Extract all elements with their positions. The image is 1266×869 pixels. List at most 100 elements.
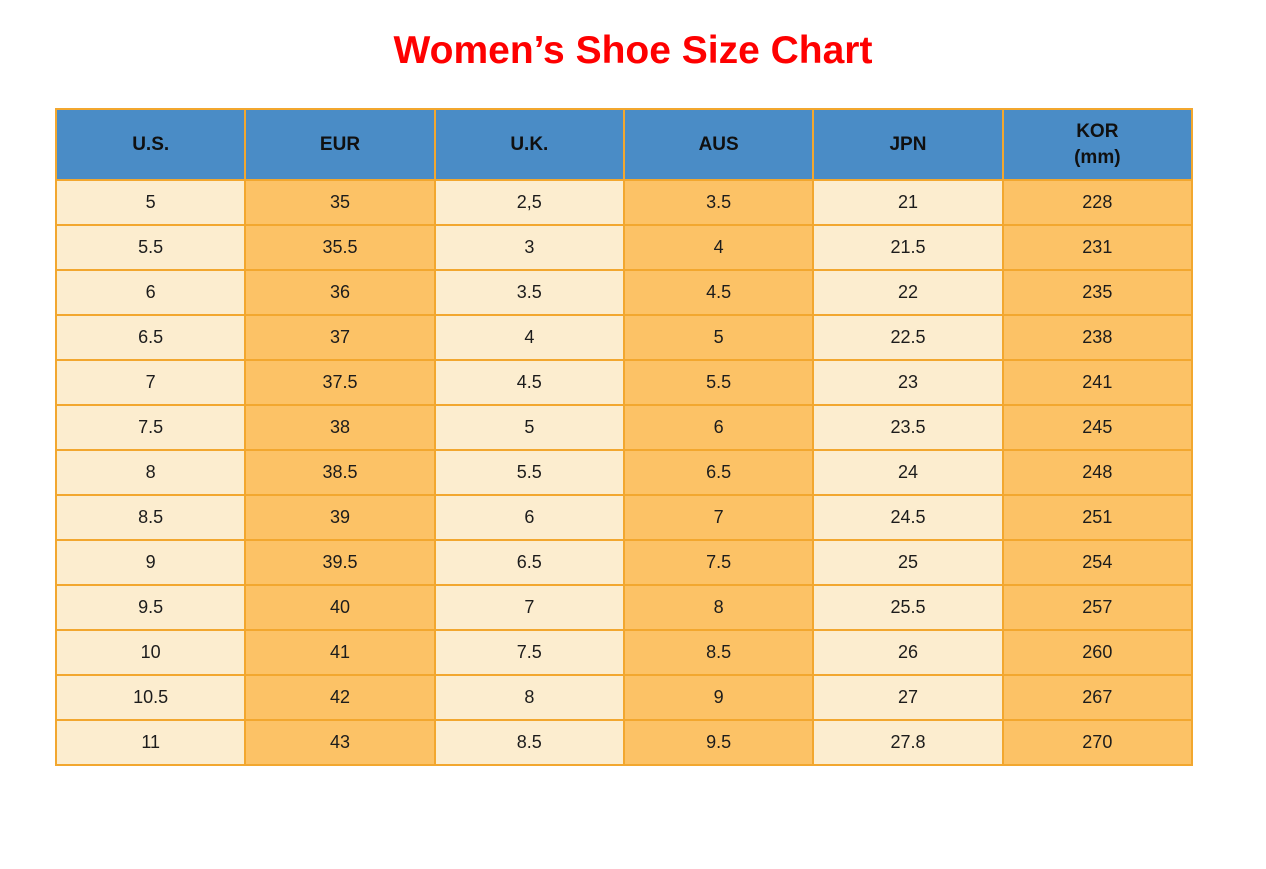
table-cell: 23.5: [812, 404, 1004, 451]
table-row: 9 39.5 6.5 7.5 25 254: [54, 539, 1194, 586]
table-cell: 4: [622, 224, 815, 271]
table-cell: 5.5: [54, 224, 247, 271]
table-row: 9.5 40 7 8 25.5 257: [54, 584, 1194, 631]
table-cell: 26: [812, 629, 1004, 676]
table-cell: 9: [622, 674, 815, 721]
table-cell: 235: [1001, 269, 1194, 316]
table-cell: 24.5: [812, 494, 1004, 541]
header-cell-us: U.S.: [54, 108, 247, 181]
header-label: EUR: [319, 133, 361, 155]
table-cell: 38: [244, 404, 436, 451]
table-row: 5.5 35.5 3 4 21.5 231: [54, 224, 1194, 271]
table-row: 10 41 7.5 8.5 26 260: [54, 629, 1194, 676]
table-cell: 5: [622, 314, 815, 361]
table-cell: 9.5: [54, 584, 247, 631]
table-cell: 9: [54, 539, 247, 586]
table-cell: 7: [54, 359, 247, 406]
table-cell: 270: [1001, 719, 1194, 766]
page: Women’s Shoe Size Chart U.S. EUR U.K. AU…: [0, 28, 1266, 869]
table-cell: 3: [433, 224, 625, 271]
header-label: KOR: [1076, 120, 1119, 142]
table-row: 11 43 8.5 9.5 27.8 270: [54, 719, 1194, 766]
table-cell: 24: [812, 449, 1004, 496]
header-cell-jpn: JPN: [812, 108, 1004, 181]
table-cell: 260: [1001, 629, 1194, 676]
table-cell: 8: [433, 674, 625, 721]
table-cell: 245: [1001, 404, 1194, 451]
table-row: 8.5 39 6 7 24.5 251: [54, 494, 1194, 541]
table-cell: 6: [622, 404, 815, 451]
table-cell: 4: [433, 314, 625, 361]
table-cell: 38.5: [244, 449, 436, 496]
table-cell: 25.5: [812, 584, 1004, 631]
table-row: 7 37.5 4.5 5.5 23 241: [54, 359, 1194, 406]
header-cell-eur: EUR: [244, 108, 436, 181]
table-cell: 36: [244, 269, 436, 316]
table-cell: 4.5: [433, 359, 625, 406]
table-cell: 8.5: [54, 494, 247, 541]
table-cell: 25: [812, 539, 1004, 586]
table-cell: 9.5: [622, 719, 815, 766]
table-row: 8 38.5 5.5 6.5 24 248: [54, 449, 1194, 496]
table-cell: 241: [1001, 359, 1194, 406]
table-cell: 6.5: [622, 449, 815, 496]
table-cell: 8: [54, 449, 247, 496]
table-row: 5 35 2,5 3.5 21 228: [54, 179, 1194, 226]
table-cell: 27: [812, 674, 1004, 721]
table-cell: 39.5: [244, 539, 436, 586]
header-label: AUS: [698, 133, 739, 155]
table-cell: 27.8: [812, 719, 1004, 766]
table-cell: 8.5: [622, 629, 815, 676]
table-cell: 6: [54, 269, 247, 316]
table-cell: 248: [1001, 449, 1194, 496]
table-cell: 6: [433, 494, 625, 541]
table-row: 6 36 3.5 4.5 22 235: [54, 269, 1194, 316]
table-cell: 7.5: [622, 539, 815, 586]
table-cell: 4.5: [622, 269, 815, 316]
table-cell: 23: [812, 359, 1004, 406]
table-cell: 231: [1001, 224, 1194, 271]
page-title: Women’s Shoe Size Chart: [393, 29, 873, 72]
table-cell: 10.5: [54, 674, 247, 721]
table-cell: 37.5: [244, 359, 436, 406]
table-cell: 43: [244, 719, 436, 766]
table-cell: 7.5: [54, 404, 247, 451]
header-label: U.S.: [132, 133, 170, 155]
header-cell-kor: KOR (mm): [1001, 108, 1194, 181]
table-cell: 3.5: [433, 269, 625, 316]
table-cell: 11: [54, 719, 247, 766]
table-row: 6.5 37 4 5 22.5 238: [54, 314, 1194, 361]
header-label: U.K.: [510, 133, 549, 155]
table-cell: 5: [54, 179, 247, 226]
header-sublabel: (mm): [1074, 146, 1121, 168]
table-cell: 22.5: [812, 314, 1004, 361]
header-cell-uk: U.K.: [433, 108, 625, 181]
table-cell: 6.5: [433, 539, 625, 586]
table-cell: 3.5: [622, 179, 815, 226]
table-header: U.S. EUR U.K. AUS JPN: [54, 108, 1194, 181]
size-table-body: 5 35 2,5 3.5 21 228 5.5 35.5 3 4 21.5 231 6 36 3.5 4.5 2…: [54, 179, 1194, 766]
header-row: U.S. EUR U.K. AUS JPN: [54, 108, 1194, 181]
table-cell: 42: [244, 674, 436, 721]
table-cell: 35.5: [244, 224, 436, 271]
table-cell: 5: [433, 404, 625, 451]
table-cell: 6.5: [54, 314, 247, 361]
header-cell-aus: AUS: [622, 108, 815, 181]
table-cell: 251: [1001, 494, 1194, 541]
table-cell: 8.5: [433, 719, 625, 766]
table-cell: 21: [812, 179, 1004, 226]
header-label: JPN: [889, 133, 927, 155]
table-row: 7.5 38 5 6 23.5 245: [54, 404, 1194, 451]
table-cell: 228: [1001, 179, 1194, 226]
table-cell: 2,5: [433, 179, 625, 226]
table-cell: 22: [812, 269, 1004, 316]
table-cell: 257: [1001, 584, 1194, 631]
table-cell: 35: [244, 179, 436, 226]
table-row: 10.5 42 8 9 27 267: [54, 674, 1194, 721]
table-cell: 254: [1001, 539, 1194, 586]
table-cell: 7.5: [433, 629, 625, 676]
table-cell: 8: [622, 584, 815, 631]
table-cell: 40: [244, 584, 436, 631]
table-cell: 238: [1001, 314, 1194, 361]
table-cell: 10: [54, 629, 247, 676]
